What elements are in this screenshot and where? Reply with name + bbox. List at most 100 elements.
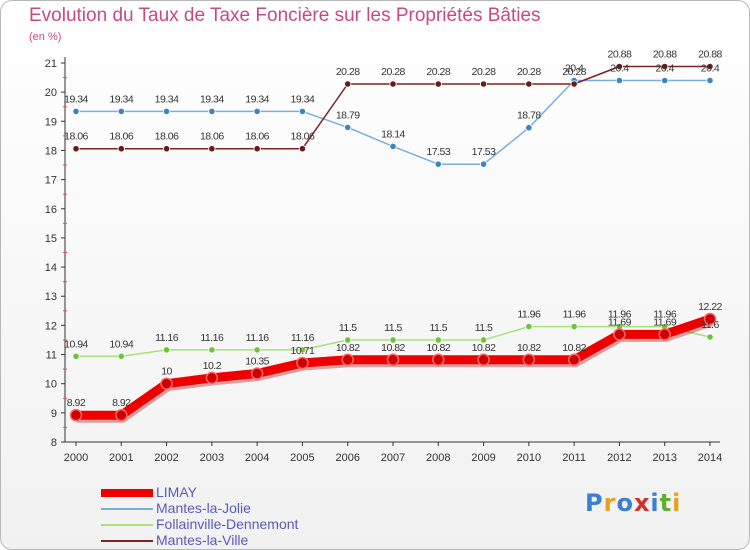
data-label: 20.28 [426, 66, 450, 78]
data-point [615, 76, 624, 85]
data-label: 10.2 [203, 360, 222, 372]
proxiti-logo: Proxiti [585, 489, 682, 517]
x-tick-label: 2008 [426, 452, 450, 464]
data-point [479, 160, 488, 168]
data-label: 11.69 [608, 316, 632, 328]
data-label: 18.06 [109, 131, 133, 143]
data-label: 10.71 [291, 345, 315, 357]
unit-label: (en %) [29, 31, 62, 43]
y-tick-label: 18 [45, 145, 57, 157]
legend-swatch-mantes-la-jolie [101, 508, 153, 510]
y-tick-label: 14 [45, 262, 57, 274]
data-point [253, 145, 261, 153]
data-label: 18.78 [517, 110, 541, 122]
data-point [389, 142, 397, 150]
data-label: 19.34 [291, 93, 315, 105]
y-tick-label: 10 [45, 379, 57, 391]
data-point [160, 377, 173, 390]
data-label: 20.28 [381, 66, 405, 78]
legend-swatch-limay [101, 489, 153, 497]
x-tick-label: 2000 [64, 452, 88, 464]
data-point [479, 80, 488, 88]
data-label: 18.06 [245, 131, 269, 143]
x-tick-label: 2004 [245, 452, 269, 464]
y-tick-label: 20 [45, 87, 57, 99]
data-point [389, 80, 397, 88]
data-label: 18.06 [64, 131, 88, 143]
data-label: 17.53 [426, 146, 450, 158]
data-point [567, 353, 581, 367]
data-label: 11.16 [200, 332, 224, 344]
data-label: 11.96 [608, 309, 632, 321]
data-point [432, 353, 445, 367]
data-point [253, 107, 261, 115]
y-tick-label: 15 [45, 233, 57, 245]
data-point [386, 353, 400, 367]
y-tick-label: 8 [51, 437, 57, 449]
data-point [72, 145, 80, 153]
data-point [205, 371, 219, 385]
data-point [344, 123, 352, 132]
data-label: 10.82 [381, 342, 405, 354]
chart-title: Evolution du Taux de Taxe Foncière sur l… [29, 5, 541, 26]
x-tick-label: 2007 [381, 452, 405, 464]
data-label: 20.28 [472, 66, 496, 78]
data-label: 10.82 [562, 342, 586, 354]
data-label: 11.96 [517, 309, 541, 321]
data-label: 11.16 [155, 332, 179, 344]
x-tick-label: 2005 [290, 452, 314, 464]
data-label: 11.16 [291, 332, 315, 344]
data-label: 10.94 [109, 338, 133, 350]
data-point [706, 333, 714, 341]
data-label: 20.4 [701, 62, 720, 74]
data-point [253, 346, 261, 354]
data-label: 19.34 [200, 93, 224, 105]
data-point [479, 336, 488, 344]
data-point [615, 62, 624, 71]
data-point [522, 353, 536, 367]
data-point [613, 328, 626, 341]
y-tick-label: 11 [46, 350, 57, 362]
data-label: 11.16 [246, 332, 270, 344]
y-tick-label: 16 [45, 204, 57, 216]
data-label: 20.28 [517, 66, 541, 78]
data-label: 11.69 [653, 316, 677, 328]
data-label: 8.92 [112, 397, 131, 409]
y-tick-label: 13 [45, 291, 57, 303]
legend-label-mantes-la-jolie: Mantes-la-Jolie [156, 500, 251, 516]
data-label: 20.4 [565, 62, 584, 74]
legend-swatch-follainville-dennemont [101, 524, 153, 526]
data-point [570, 322, 578, 331]
data-label: 8.92 [67, 397, 86, 409]
data-label: 11.5 [339, 322, 357, 334]
data-point [706, 62, 714, 71]
data-point [389, 336, 397, 344]
legend-swatch-mantes-la-ville [101, 540, 153, 542]
data-label: 12.22 [698, 301, 722, 313]
data-point [703, 312, 717, 326]
legend-label-follainville-dennemont: Follainville-Dennemont [156, 516, 299, 532]
data-point [72, 352, 80, 360]
x-tick-label: 2009 [471, 452, 495, 464]
line-chart: 8 9 10 11 12 13 14 15 16 17 18 19 20 21 2000 2001 2002 20… [45, 48, 723, 464]
data-label: 11.5 [429, 322, 447, 334]
data-label: 20.28 [336, 66, 360, 78]
y-tick-label: 17 [45, 175, 57, 187]
data-label: 11.5 [384, 322, 402, 334]
data-label: 19.34 [64, 93, 88, 105]
y-tick-label: 12 [45, 320, 57, 332]
data-point [117, 107, 125, 115]
data-label: 20.4 [610, 62, 629, 74]
data-label: 17.53 [472, 146, 496, 158]
legend-label-mantes-la-ville: Mantes-la-Ville [156, 532, 249, 548]
data-point [661, 62, 669, 71]
data-point [706, 76, 714, 85]
x-tick-label: 2011 [562, 452, 586, 464]
data-label: 11.96 [653, 309, 677, 321]
x-tick-label: 2003 [200, 452, 224, 464]
data-point [296, 356, 309, 370]
data-label: 10.35 [245, 355, 269, 367]
data-point [298, 107, 307, 115]
x-tick-label: 2013 [652, 452, 676, 464]
